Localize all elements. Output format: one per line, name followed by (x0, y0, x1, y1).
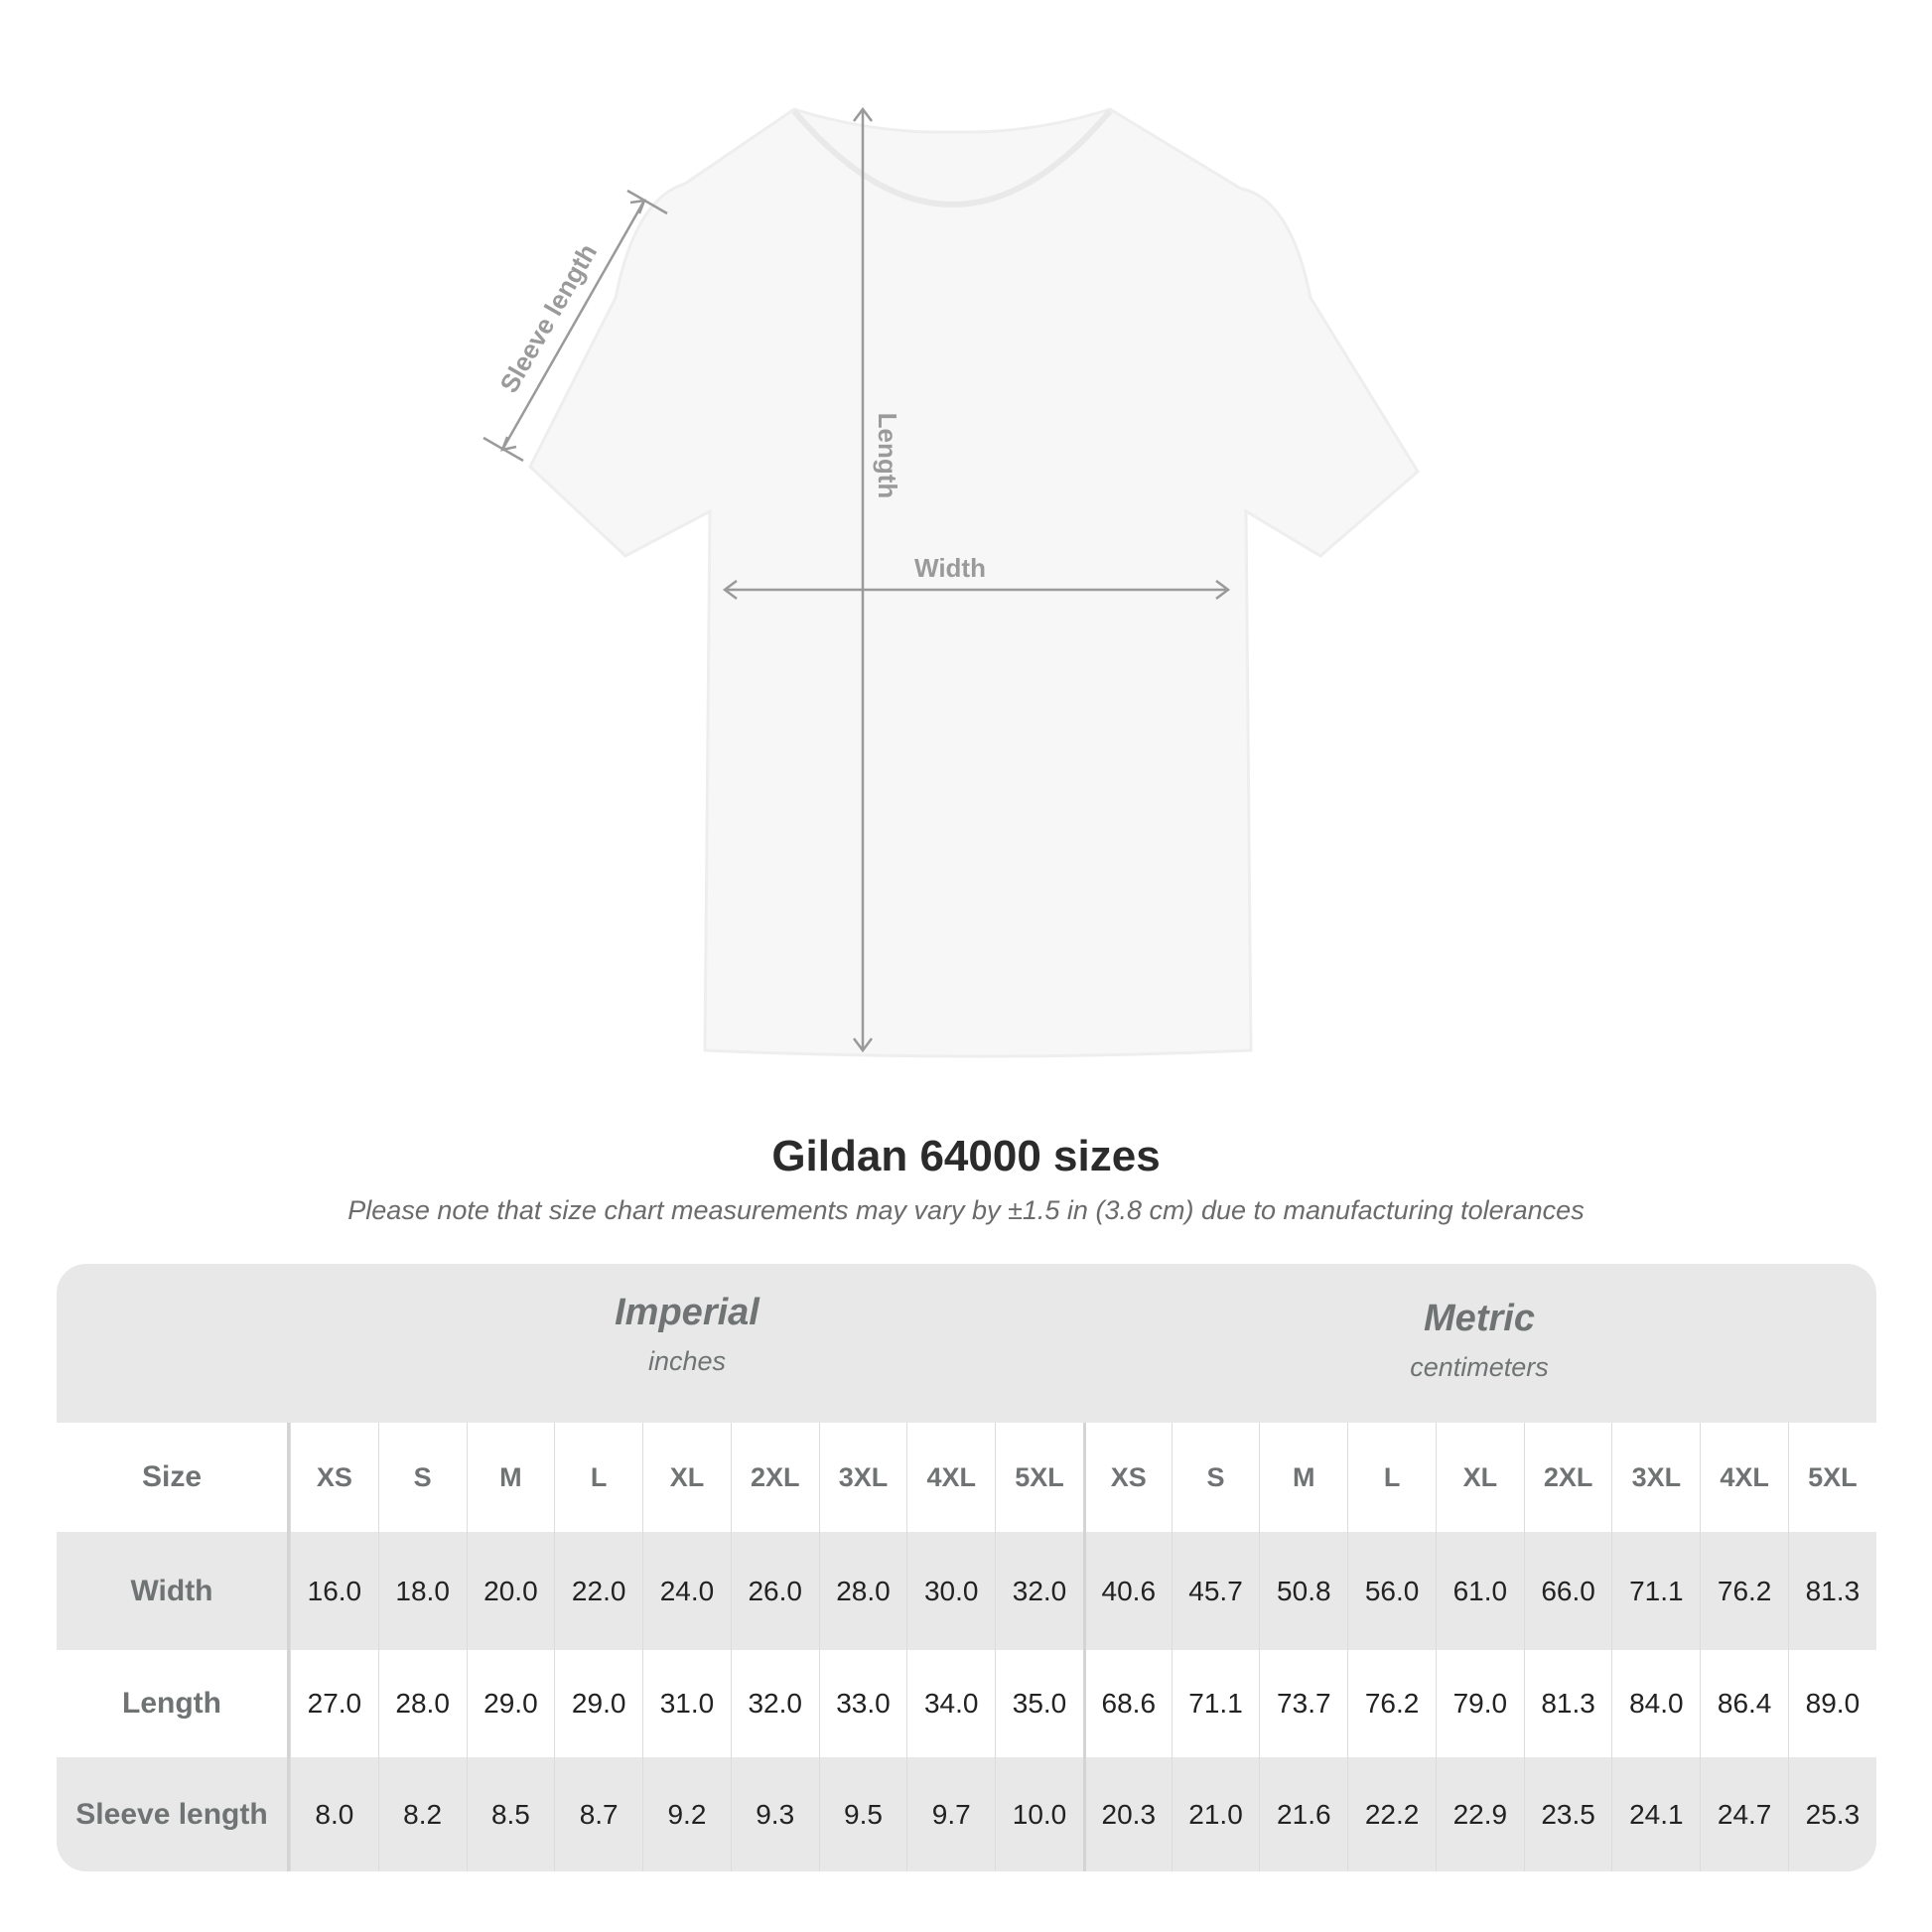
size-header-cell: 2XL (730, 1423, 819, 1532)
imperial-value-cell: 9.7 (906, 1757, 995, 1871)
imperial-value-cell: 34.0 (906, 1650, 995, 1757)
metric-value-cell: 24.7 (1700, 1757, 1788, 1871)
metric-value-cell: 22.9 (1435, 1757, 1524, 1871)
imperial-value-cell: 9.2 (642, 1757, 731, 1871)
imperial-value-cell: 8.2 (377, 1757, 467, 1871)
imperial-value-cell: 33.0 (818, 1650, 907, 1757)
metric-value-cell: 76.2 (1347, 1650, 1436, 1757)
imperial-header: Imperial inches (290, 1292, 1084, 1377)
size-header-cell: L (1347, 1423, 1436, 1532)
size-header-cell: S (1171, 1423, 1260, 1532)
size-header-cell: S (377, 1423, 467, 1532)
page-title: Gildan 64000 sizes (771, 1132, 1161, 1180)
size-header-cell: 4XL (906, 1423, 995, 1532)
table-row: Width 16.0 18.0 20.0 22.0 24.0 26.0 28.0 30.0 32.… (57, 1532, 1876, 1650)
metric-value-cell: 79.0 (1435, 1650, 1524, 1757)
collar (791, 109, 1113, 207)
metric-value-cell: 24.1 (1611, 1757, 1700, 1871)
size-table: Imperial inches Metric centimeters Size X… (57, 1264, 1876, 1871)
width-label: Width (914, 553, 986, 583)
tshirt-diagram: Width Length Sleeve length (483, 106, 1420, 1058)
metric-value-cell: 23.5 (1523, 1757, 1612, 1871)
size-header-cell: M (466, 1423, 555, 1532)
size-header-cell: M (1259, 1423, 1347, 1532)
metric-value-cell: 50.8 (1259, 1532, 1347, 1650)
size-header-cell: XL (642, 1423, 731, 1532)
metric-value-cell: 21.6 (1259, 1757, 1347, 1871)
length-label: Length (873, 413, 902, 499)
metric-value-cell: 61.0 (1435, 1532, 1524, 1650)
metric-value-cell: 71.1 (1171, 1650, 1260, 1757)
metric-value-cell: 40.6 (1082, 1532, 1172, 1650)
imperial-value-cell: 16.0 (290, 1532, 378, 1650)
metric-value-cell: 86.4 (1700, 1650, 1788, 1757)
metric-value-cell: 76.2 (1700, 1532, 1788, 1650)
size-header-cell: 5XL (995, 1423, 1083, 1532)
imperial-value-cell: 8.7 (554, 1757, 642, 1871)
metric-value-cell: 81.3 (1788, 1532, 1876, 1650)
row-label: Width (57, 1532, 290, 1650)
imperial-value-cell: 32.0 (730, 1650, 819, 1757)
metric-header: Metric centimeters (1082, 1298, 1876, 1383)
size-header-cell: 5XL (1788, 1423, 1876, 1532)
imperial-value-cell: 28.0 (818, 1532, 907, 1650)
metric-value-cell: 84.0 (1611, 1650, 1700, 1757)
metric-value-cell: 22.2 (1347, 1757, 1436, 1871)
size-header-cell: XS (1082, 1423, 1172, 1532)
imperial-value-cell: 9.5 (818, 1757, 907, 1871)
imperial-value-cell: 30.0 (906, 1532, 995, 1650)
metric-value-cell: 89.0 (1788, 1650, 1876, 1757)
table-row: Sleeve length 8.0 8.2 8.5 8.7 9.2 9.3 9.5 9.7 10.… (57, 1757, 1876, 1871)
metric-value-cell: 45.7 (1171, 1532, 1260, 1650)
metric-value-cell: 25.3 (1788, 1757, 1876, 1871)
imperial-value-cell: 29.0 (466, 1650, 555, 1757)
row-label: Size (57, 1423, 290, 1532)
metric-unit: centimeters (1410, 1352, 1549, 1382)
metric-value-cell: 56.0 (1347, 1532, 1436, 1650)
metric-value-cell: 71.1 (1611, 1532, 1700, 1650)
imperial-value-cell: 9.3 (730, 1757, 819, 1871)
metric-value-cell: 66.0 (1523, 1532, 1612, 1650)
imperial-value-cell: 22.0 (554, 1532, 642, 1650)
size-header-row: Size XS S M L XL 2XL 3XL 4XL 5XL XS S M L XL 2XL 3XL 4XL 5… (57, 1423, 1876, 1532)
imperial-value-cell: 8.5 (466, 1757, 555, 1871)
metric-value-cell: 68.6 (1082, 1650, 1172, 1757)
imperial-value-cell: 31.0 (642, 1650, 731, 1757)
imperial-value-cell: 24.0 (642, 1532, 731, 1650)
row-label: Sleeve length (57, 1757, 290, 1871)
imperial-value-cell: 8.0 (290, 1757, 378, 1871)
imperial-value-cell: 29.0 (554, 1650, 642, 1757)
size-header-cell: XL (1435, 1423, 1524, 1532)
table-row: Length 27.0 28.0 29.0 29.0 31.0 32.0 33.0 34.0 35… (57, 1650, 1876, 1757)
metric-value-cell: 81.3 (1523, 1650, 1612, 1757)
imperial-value-cell: 28.0 (377, 1650, 467, 1757)
imperial-value-cell: 32.0 (995, 1532, 1083, 1650)
size-header-cell: 3XL (1611, 1423, 1700, 1532)
tshirt-shape (528, 107, 1420, 1058)
metric-value-cell: 21.0 (1171, 1757, 1260, 1871)
row-label: Length (57, 1650, 290, 1757)
metric-value-cell: 20.3 (1082, 1757, 1172, 1871)
size-header-cell: XS (290, 1423, 378, 1532)
unit-header: Imperial inches Metric centimeters (57, 1264, 1876, 1423)
metric-title: Metric (1424, 1298, 1535, 1339)
size-header-cell: 4XL (1700, 1423, 1788, 1532)
imperial-value-cell: 18.0 (377, 1532, 467, 1650)
imperial-value-cell: 35.0 (995, 1650, 1083, 1757)
metric-value-cell: 73.7 (1259, 1650, 1347, 1757)
imperial-value-cell: 27.0 (290, 1650, 378, 1757)
imperial-unit: inches (647, 1346, 727, 1376)
size-header-cell: 3XL (818, 1423, 907, 1532)
sleeve-arrow (500, 200, 646, 451)
tolerance-note: Please note that size chart measurements… (347, 1195, 1585, 1225)
imperial-title: Imperial (615, 1292, 759, 1333)
imperial-value-cell: 20.0 (466, 1532, 555, 1650)
size-header-cell: 2XL (1523, 1423, 1612, 1532)
imperial-value-cell: 26.0 (730, 1532, 819, 1650)
size-header-cell: L (554, 1423, 642, 1532)
imperial-value-cell: 10.0 (995, 1757, 1083, 1871)
